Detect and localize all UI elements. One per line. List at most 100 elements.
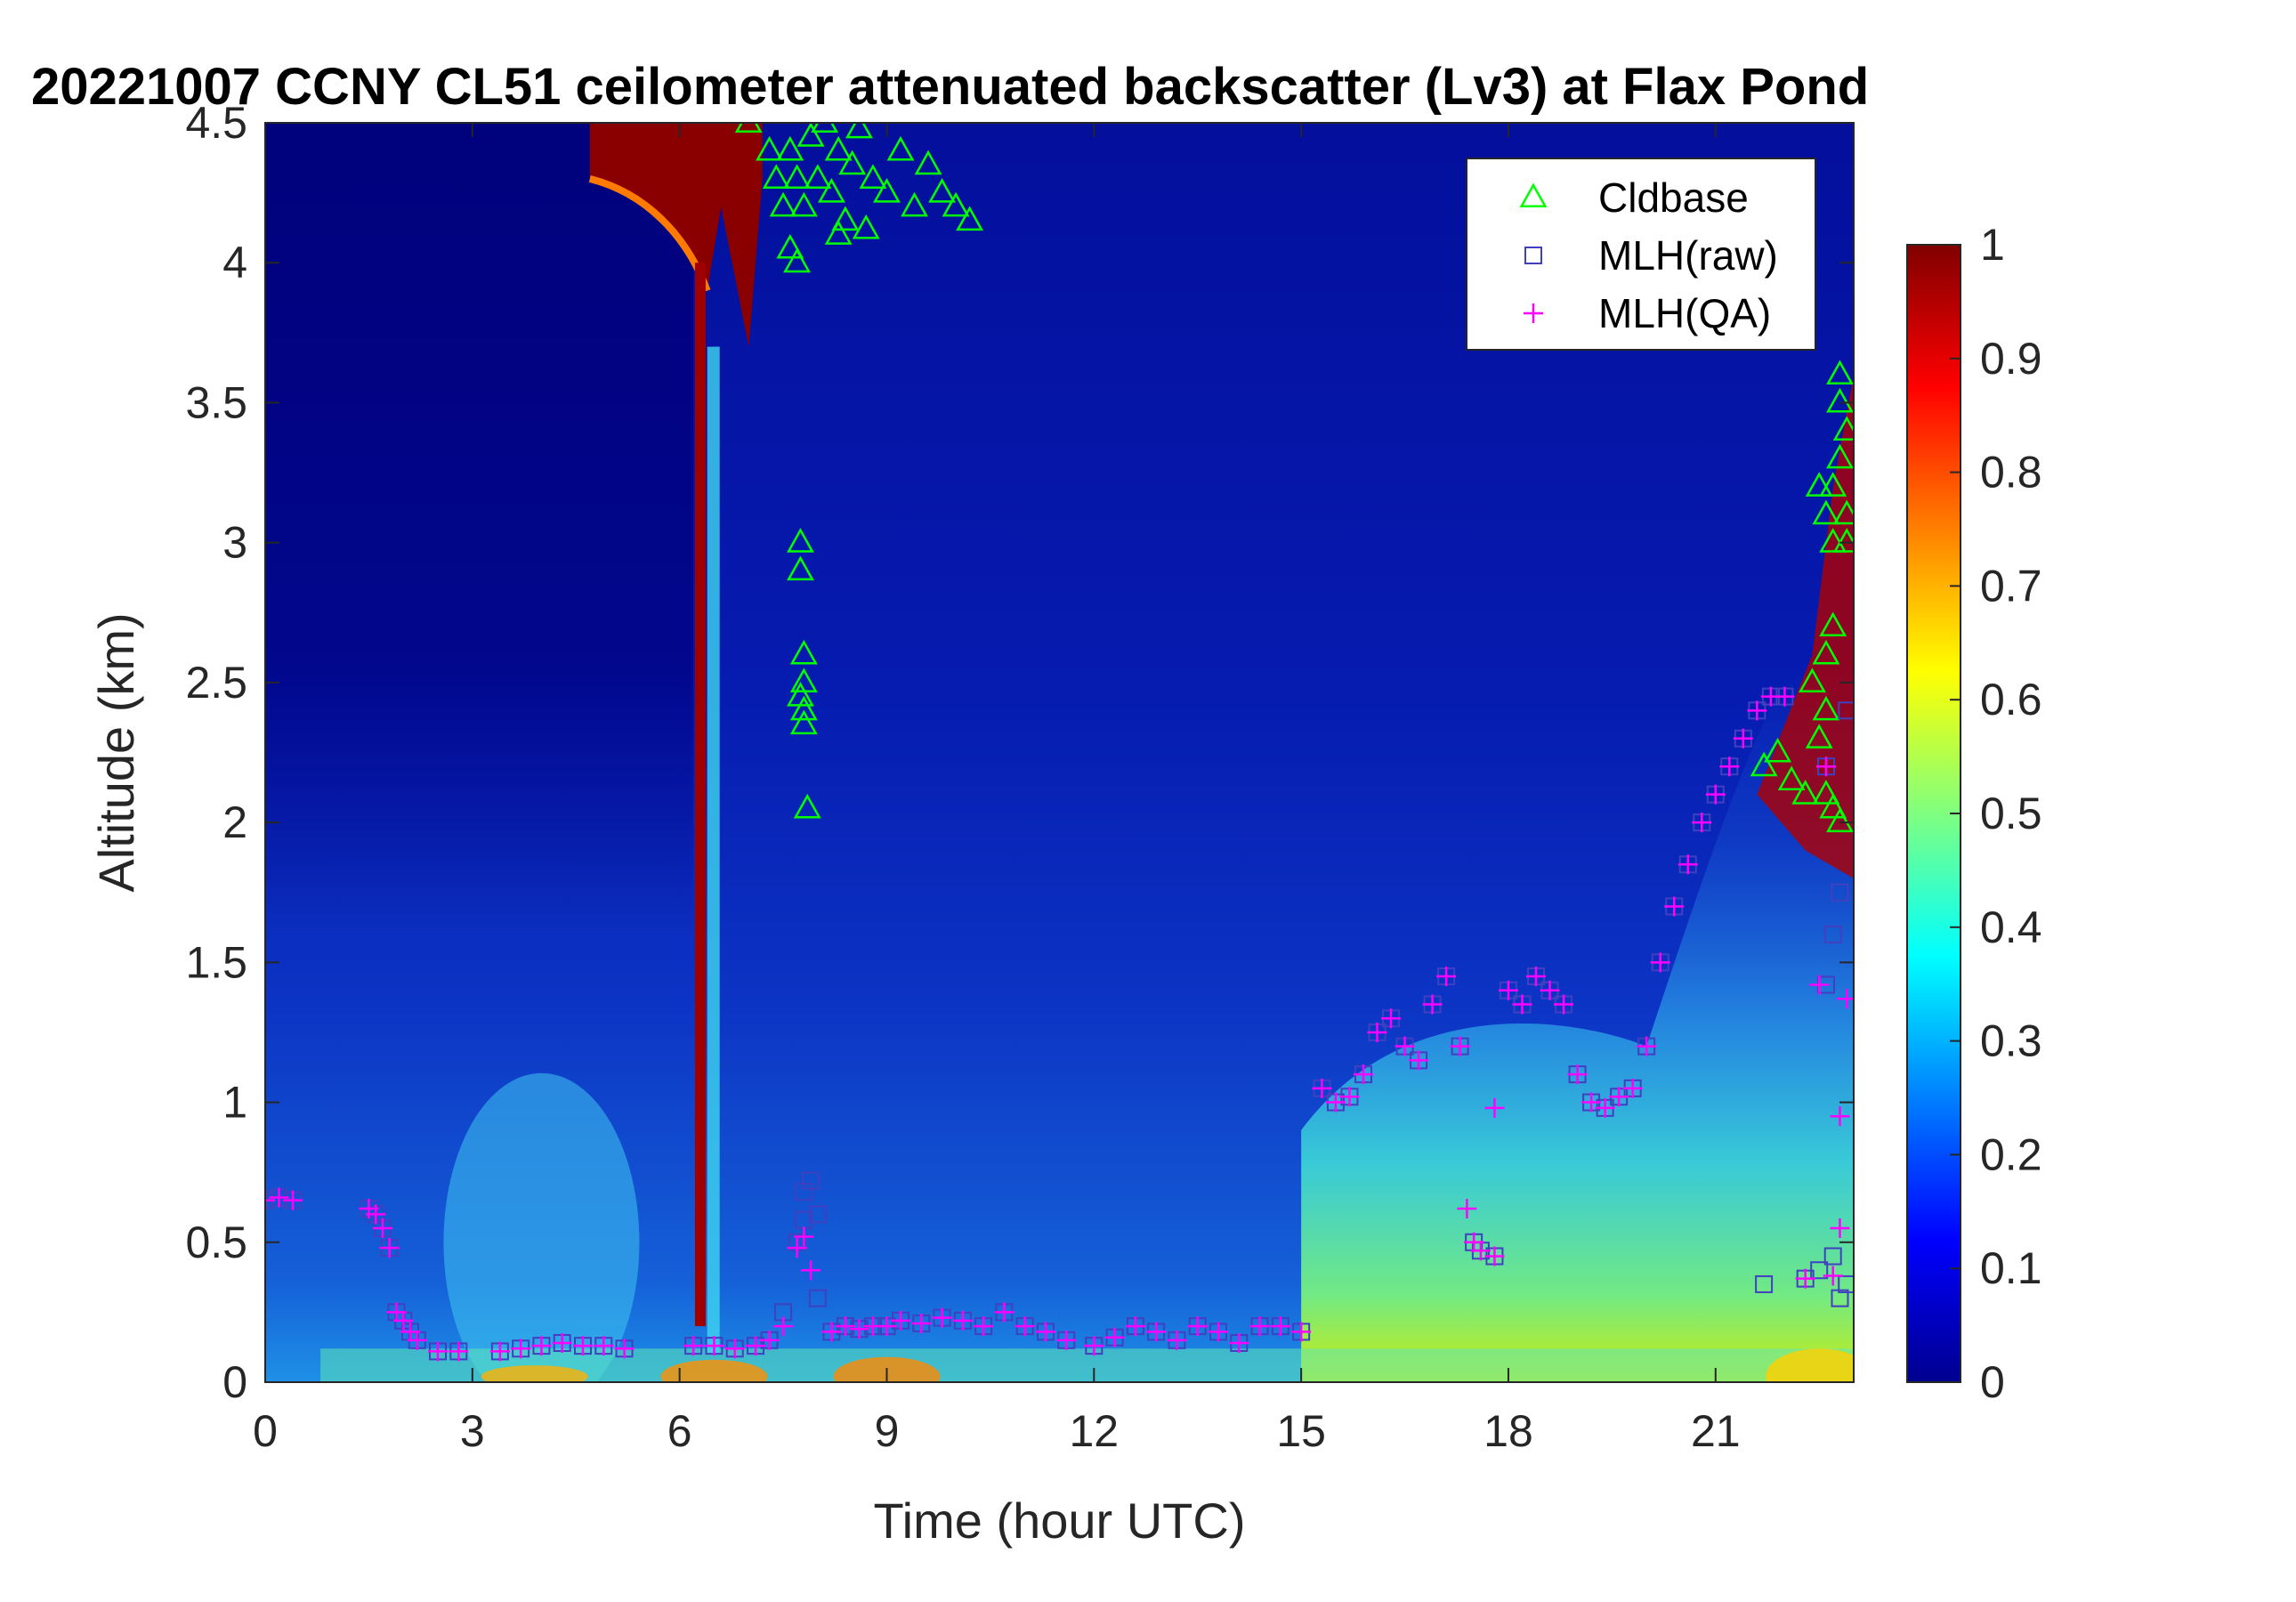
y-axis-label: Altitude (km)	[88, 612, 144, 892]
mlh-raw-point	[1810, 1261, 1829, 1280]
cldbase-point	[859, 164, 887, 189]
mlh-qa-point	[269, 1187, 289, 1208]
cldbase-point	[852, 214, 880, 239]
cldbase-point	[1826, 807, 1854, 833]
mlh-qa-point	[1125, 1316, 1145, 1337]
mlh-qa-point	[573, 1336, 593, 1356]
mlh-qa-point	[1567, 1064, 1588, 1085]
cldbase-point	[817, 178, 845, 203]
mlh-qa-point	[724, 1339, 745, 1359]
cldbase-point	[783, 247, 812, 273]
mlh-qa-point	[1422, 994, 1443, 1015]
mlh-qa-point	[1581, 1092, 1602, 1112]
cldbase-point	[756, 135, 783, 161]
mlh-qa-point	[821, 1322, 842, 1342]
mlh-qa-point	[614, 1339, 635, 1359]
mlh-qa-point	[1775, 686, 1795, 707]
mlh-qa-point	[891, 1310, 910, 1331]
cldbase-point	[873, 178, 901, 203]
heatmap-fall-streak	[694, 263, 706, 1327]
cldbase-point	[901, 191, 928, 217]
mlh-qa-point	[1809, 975, 1830, 995]
mlh-qa-point	[372, 1218, 392, 1239]
mlh-qa-point	[974, 1316, 994, 1337]
cldbase-point	[928, 178, 956, 203]
colorbar-tick-label: 0.9	[1980, 334, 2042, 384]
cldbase-point	[776, 233, 804, 259]
mlh-qa-point	[773, 1316, 794, 1337]
mlh-qa-point	[1650, 952, 1670, 973]
mlh-qa-point	[849, 1319, 869, 1339]
mlh-qa-point	[1325, 1092, 1346, 1112]
cldbase-point	[1812, 499, 1840, 525]
x-tick-label: 12	[1069, 1406, 1119, 1456]
cldbase-point	[1777, 765, 1806, 790]
cldbase-point	[783, 164, 812, 189]
mlh-qa-point	[1367, 1022, 1387, 1042]
mlh-qa-point	[407, 1330, 427, 1350]
mlh-qa-point	[1457, 1199, 1477, 1219]
y-tick-label: 4	[222, 238, 247, 287]
mlh-qa-point	[1146, 1322, 1167, 1342]
y-tick-label: 1.5	[185, 937, 247, 987]
chart-title: 20221007 CCNY CL51 ceilometer attenuated…	[31, 58, 1869, 116]
cldbase-point	[1819, 793, 1847, 819]
mlh-qa-point	[1498, 980, 1518, 1000]
mlh-qa-point	[1035, 1322, 1055, 1342]
colorbar-tick-label: 0.3	[1980, 1016, 2042, 1066]
cldbase-point	[1832, 499, 1854, 525]
mlh-raw-point	[1831, 883, 1849, 902]
y-tick-label: 2	[222, 797, 247, 847]
mlh-qa-point	[1056, 1330, 1077, 1350]
mlh-raw-point	[1838, 1274, 1854, 1293]
cldbase-point	[914, 150, 942, 175]
cldbase-point	[734, 123, 763, 134]
x-axis: 0 3 6 9 12 15 18 21	[253, 123, 1741, 1456]
mlh-qa-point	[1450, 1036, 1470, 1056]
colorbar-tick-label: 0.2	[1980, 1129, 2042, 1179]
mlh-raw-point	[802, 1171, 821, 1190]
cldbase-point	[824, 135, 853, 161]
heatmap-aerosol-patch	[443, 1072, 640, 1382]
cldbase-point	[824, 220, 853, 245]
y-tick-label: 3.5	[185, 377, 247, 427]
mlh-qa-point	[801, 1260, 821, 1281]
cldbase-point	[1819, 472, 1847, 497]
mlh-qa-point	[552, 1332, 572, 1353]
cldbase-point	[793, 793, 821, 819]
colorbar-tick-label: 0.8	[1980, 448, 2042, 498]
heatmap-dark-band	[265, 123, 694, 934]
cldbase-point	[956, 206, 984, 231]
series-mlh-qa	[265, 686, 1854, 1362]
mlh-qa-point	[1719, 756, 1740, 777]
cldbase-point	[1826, 443, 1854, 469]
mlh-raw-point	[1831, 1289, 1849, 1307]
cldbase-point	[789, 191, 818, 217]
mlh-qa-point	[1795, 1268, 1815, 1289]
mlh-qa-point	[1395, 1036, 1415, 1056]
mlh-qa-point	[1622, 1078, 1643, 1098]
x-axis-label: Time (hour UTC)	[874, 1493, 1246, 1549]
mlh-qa-point	[932, 1307, 952, 1328]
cldbase-point	[831, 206, 860, 231]
legend-cldbase-marker	[1519, 182, 1548, 208]
cldbase-point	[1750, 751, 1778, 777]
mlh-qa-point	[428, 1341, 449, 1362]
legend-mlh-qa-marker	[1524, 303, 1543, 323]
cldbase-point	[942, 191, 970, 217]
cldbase-point	[1812, 695, 1840, 721]
mlh-qa-point	[1015, 1316, 1035, 1337]
mlh-qa-point	[1104, 1327, 1125, 1347]
cldbase-point	[762, 164, 790, 189]
mlh-qa-point	[1381, 1008, 1402, 1029]
mlh-qa-point	[1409, 1050, 1429, 1071]
mlh-qa-point	[1339, 1087, 1360, 1107]
y-tick-label: 3	[222, 518, 247, 568]
mlh-qa-point	[1484, 1246, 1505, 1266]
cldbase-point	[1826, 360, 1854, 385]
cldbase-point	[811, 123, 839, 134]
mlh-qa-point	[1609, 1087, 1629, 1107]
mlh-qa-point	[283, 1190, 303, 1210]
y-tick-label: 1	[222, 1078, 247, 1128]
cldbase-point	[1791, 780, 1820, 805]
